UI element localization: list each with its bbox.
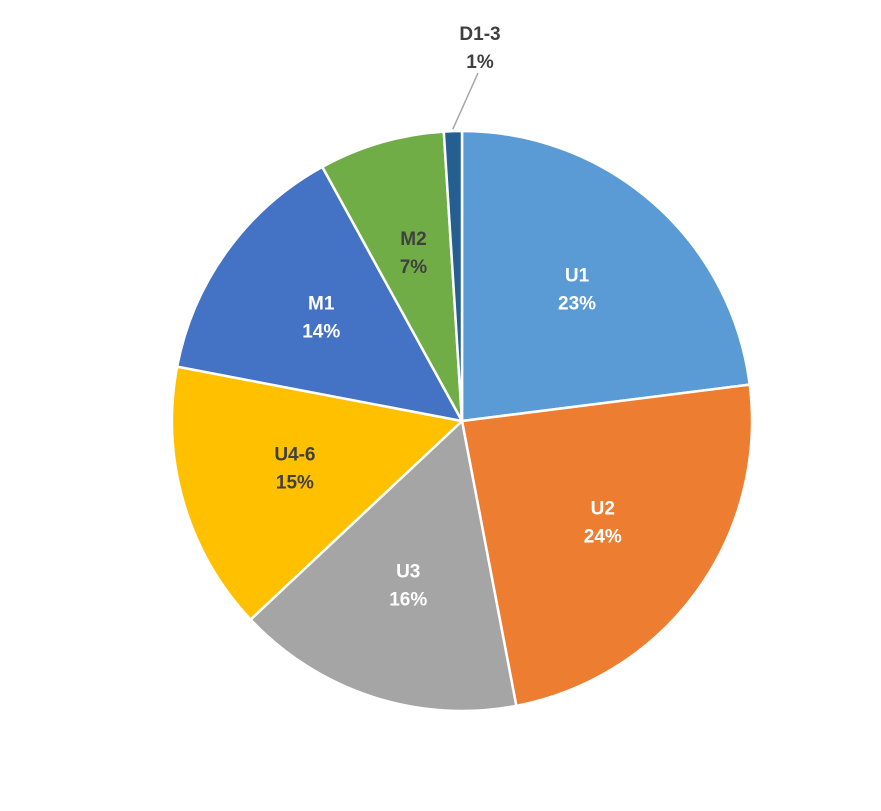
slice-percent-m2: 7%: [400, 257, 428, 278]
pie-slice-u1: [460, 129, 751, 423]
slice-name-u2: U2: [591, 498, 615, 519]
slice-percent-u1: 23%: [558, 293, 596, 314]
slice-name-u4-6: U4-6: [274, 445, 315, 466]
slice-name-d1-3: D1-3: [459, 24, 500, 45]
slice-percent-u3: 16%: [389, 589, 427, 610]
slice-percent-m1: 14%: [302, 322, 340, 343]
slice-name-m2: M2: [400, 229, 426, 250]
pie-slice-d1-3: [442, 129, 464, 423]
slices-layer: [170, 129, 754, 713]
data-label-u4-6: U4-6 15%: [274, 445, 315, 494]
pie-slice-u3: [249, 419, 518, 713]
slice-name-u1: U1: [565, 265, 590, 286]
slice-name-m1: M1: [308, 294, 335, 315]
pie-slice-u2: [460, 383, 754, 708]
slice-percent-u2: 24%: [584, 526, 622, 547]
leader-lines: [452, 72, 479, 130]
pie-slice-m2: [321, 130, 464, 423]
slice-percent-d1-3: 1%: [466, 52, 494, 73]
data-label-m2: M27%: [400, 229, 428, 278]
leader-line-d1-3: [452, 72, 479, 130]
slice-name-u3: U3: [396, 561, 420, 582]
slice-percent-u4-6: 15%: [276, 473, 314, 494]
data-label-d1-3: D1-3 1%: [459, 24, 500, 73]
pie-slice-m1: [175, 165, 464, 423]
pie-slice-u4-6: [170, 365, 464, 621]
